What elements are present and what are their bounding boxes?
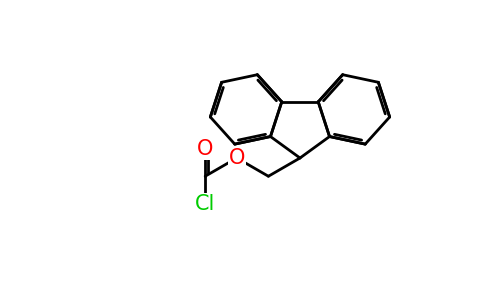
Text: O: O [197, 139, 213, 159]
Text: Cl: Cl [195, 194, 215, 214]
Text: O: O [228, 148, 245, 168]
